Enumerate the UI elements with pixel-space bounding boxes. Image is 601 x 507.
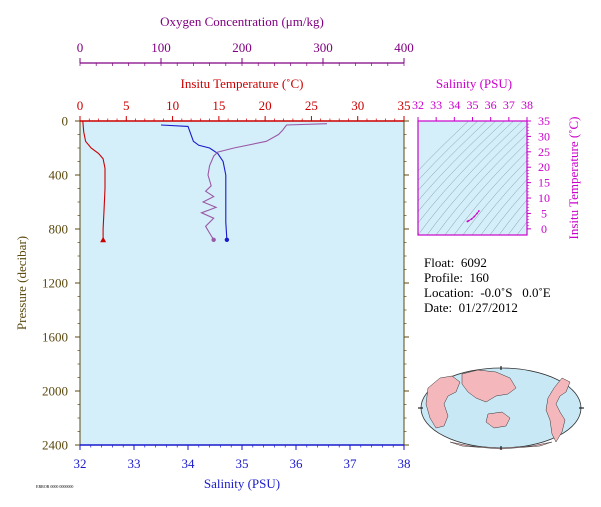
map-continent-australia: [485, 411, 511, 429]
pressure-tick-label: 400: [49, 168, 69, 183]
ts-x-tick-label: 34: [448, 98, 460, 112]
ts-x-tick-label: 32: [412, 98, 424, 112]
ts-points: [466, 210, 480, 223]
salinity-axis-label: Salinity (PSU): [204, 476, 280, 491]
pressure-tick-label: 2000: [42, 384, 68, 399]
map-continent-africa-europe: [425, 375, 461, 429]
ts-isoline: [507, 210, 527, 235]
temperature-tick-label: 10: [166, 98, 179, 113]
salinity-tick-label: 35: [236, 456, 249, 471]
ts-y-tick-label: 10: [538, 191, 550, 205]
ts-isoline: [516, 221, 527, 235]
ts-isoline: [498, 199, 527, 235]
ts-title: Salinity (PSU): [436, 76, 512, 91]
ts-isoline: [418, 121, 496, 202]
ts-x-tick-label: 33: [430, 98, 442, 112]
salinity-tick-label: 38: [398, 456, 411, 471]
ts-isoline: [480, 179, 527, 235]
ts-x-tick-label: 38: [521, 98, 533, 112]
temperature-tick-label: 30: [351, 98, 364, 113]
ts-y-tick-label: 0: [541, 222, 547, 236]
ts-x-tick-label: 37: [503, 98, 515, 112]
temperature-tick-label: 0: [77, 98, 84, 113]
ts-point: [476, 212, 478, 215]
temperature-tick-label: 20: [259, 98, 272, 113]
ts-x-tick-label: 36: [485, 98, 497, 112]
pressure-tick-label: 800: [49, 222, 69, 237]
temperature-axis: 0 5 10 15 20 25 30 35: [77, 98, 411, 121]
ts-isoline: [471, 169, 527, 235]
ts-ylabel: Insitu Temperature (˚C): [566, 116, 581, 239]
oxygen-axis-label: Oxygen Concentration (μm/kg): [160, 14, 324, 29]
oxygen-axis: 0 100 200 300 400: [77, 40, 414, 66]
profile-series: [82, 120, 328, 243]
oxygen-tick-label: 0: [77, 40, 84, 55]
ts-isoline: [426, 124, 527, 235]
footer-note: ERROR 0000 0000000: [36, 484, 73, 489]
oxygen-tick-label: 200: [232, 40, 252, 55]
info-location: Location: -0.0˚S 0.0˚E: [424, 285, 551, 300]
ts-point: [470, 218, 473, 220]
ts-isoline: [418, 121, 514, 224]
pressure-tick-label: 1200: [42, 276, 68, 291]
ts-plot-background: [418, 121, 527, 235]
ts-isoline: [418, 121, 469, 172]
ts-y-tick-label: 15: [538, 176, 550, 190]
salinity-tick-label: 33: [128, 456, 141, 471]
ts-y-tick-label: 20: [538, 160, 550, 174]
map-continent-asia: [461, 369, 517, 403]
pressure-tick-label: 1600: [42, 330, 68, 345]
temperature-tick-label: 25: [305, 98, 318, 113]
ts-point: [477, 210, 480, 212]
ts-y-tick-label: 30: [538, 129, 550, 143]
oxygen-profile-line: [200, 123, 328, 241]
ts-isoline: [453, 150, 527, 235]
ts-isoline: [462, 160, 527, 235]
ts-y-tick-label: 35: [538, 114, 550, 128]
info-date: Date: 01/27/2012: [424, 300, 518, 315]
temperature-axis-label: Insitu Temperature (˚C): [180, 76, 303, 91]
salinity-tick-label: 37: [344, 456, 358, 471]
oxygen-tick-label: 300: [313, 40, 333, 55]
salinity-axis: 32 33 34 35 36 37 38: [74, 445, 411, 471]
ts-point: [467, 219, 470, 222]
pressure-axis: 0 400 800 1200 1600 2000 2400: [42, 114, 409, 453]
ts-isoline: [489, 189, 527, 235]
ts-isoline: [418, 121, 505, 213]
salinity-tick-label: 32: [74, 456, 87, 471]
ts-isoline: [418, 121, 523, 235]
ts-x-tick-label: 35: [467, 98, 479, 112]
ts-isoline: [418, 121, 487, 191]
temperature-end-marker: [100, 236, 107, 243]
salinity-profile-line: [160, 124, 228, 240]
ts-y-tick-label: 5: [541, 206, 547, 220]
ts-isoline: [435, 133, 527, 235]
pressure-tick-label: 2400: [42, 438, 68, 453]
salinity-tick-label: 34: [182, 456, 196, 471]
info-profile: Profile: 160: [424, 270, 489, 285]
temperature-tick-label: 15: [212, 98, 225, 113]
ts-y-tick-label: 25: [538, 145, 550, 159]
pressure-tick-label: 0: [62, 114, 69, 129]
salinity-tick-label: 36: [290, 456, 304, 471]
map-antarctica: [449, 441, 553, 450]
ts-isoline: [444, 142, 527, 235]
salinity-end-marker: [224, 237, 230, 242]
map-continent-americas: [545, 377, 571, 443]
oxygen-end-marker: [211, 237, 216, 242]
ts-density-isolines: [418, 121, 527, 235]
oxygen-tick-label: 100: [151, 40, 171, 55]
pressure-axis-label: Pressure (decibar): [14, 236, 29, 330]
ts-isoline: [418, 121, 478, 181]
info-float: Float: 6092: [424, 255, 487, 270]
temperature-tick-label: 5: [123, 98, 130, 113]
ts-point: [473, 215, 476, 218]
temperature-tick-label: 35: [398, 98, 411, 113]
oxygen-tick-label: 400: [394, 40, 414, 55]
world-map: [418, 366, 584, 450]
temperature-profile-line: [82, 120, 106, 240]
profile-plot-background: [80, 121, 404, 445]
